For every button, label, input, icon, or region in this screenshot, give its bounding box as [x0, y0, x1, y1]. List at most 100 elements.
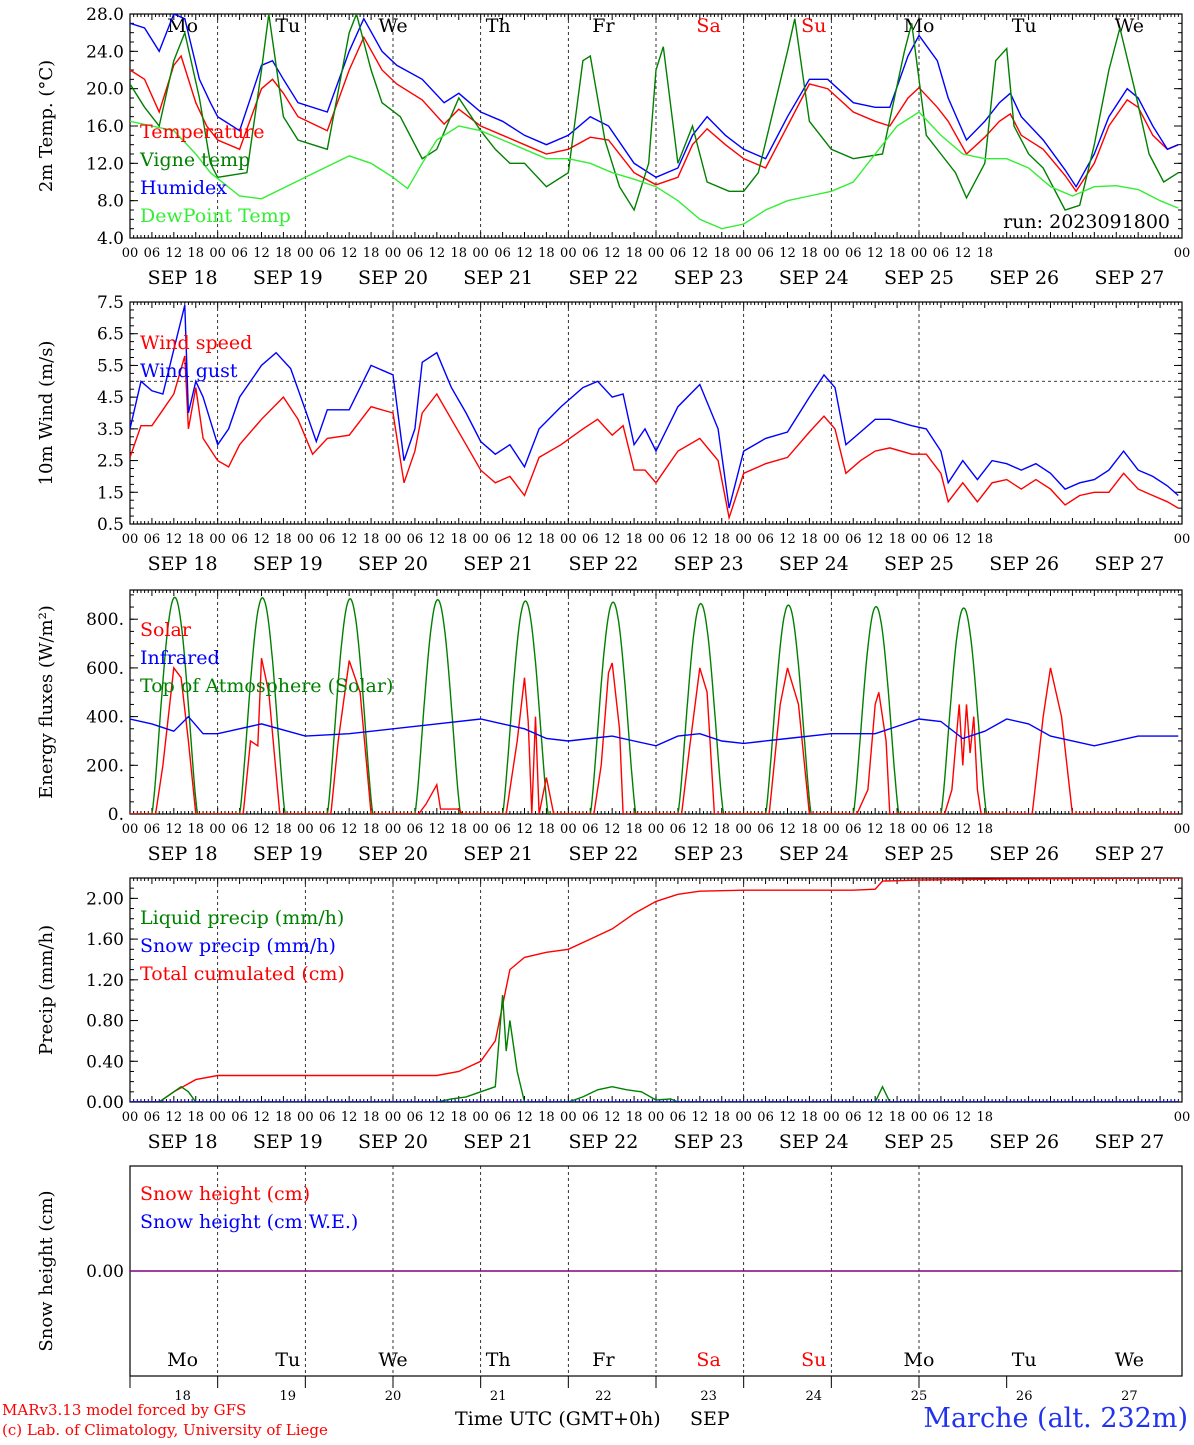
- hour-label: 00: [209, 1110, 226, 1125]
- hour-label: 18: [976, 246, 993, 261]
- hour-label: 00: [385, 532, 402, 547]
- credit-lab: (c) Lab. of Climatology, University of L…: [2, 1421, 328, 1439]
- hour-label: 00: [648, 1110, 665, 1125]
- hour-label: 00: [297, 1110, 314, 1125]
- date-label: SEP 20: [358, 553, 428, 575]
- y-tick-label: 4.0: [97, 229, 124, 249]
- hour-label: 06: [757, 822, 774, 837]
- date-label: SEP 26: [989, 267, 1059, 289]
- hour-label: 00: [560, 246, 577, 261]
- hour-label: 12: [253, 822, 270, 837]
- y-tick-label: 2.5: [97, 452, 124, 472]
- hour-label: 00: [209, 532, 226, 547]
- hour-label: 12: [604, 822, 621, 837]
- hour-label: 00: [648, 246, 665, 261]
- hour-label: 12: [516, 1110, 533, 1125]
- y-tick-label: 7.5: [97, 293, 124, 313]
- hour-label: 18: [450, 532, 467, 547]
- weekday-label: Mo: [904, 15, 935, 37]
- hour-label: 06: [933, 532, 950, 547]
- y-tick-label: 400.: [86, 708, 124, 728]
- weekday-label: We: [378, 1349, 407, 1371]
- hour-label: 06: [494, 1110, 511, 1125]
- hour-label: 00: [385, 822, 402, 837]
- hour-label: 18: [626, 532, 643, 547]
- hour-label: 12: [166, 246, 183, 261]
- date-label: SEP 26: [989, 1131, 1059, 1153]
- y-axis-label: 2m Temp. (°C): [36, 60, 57, 192]
- hour-label: 06: [144, 532, 161, 547]
- date-label: SEP 27: [1094, 553, 1164, 575]
- y-tick-label: 1.60: [86, 930, 124, 950]
- hour-label: 18: [275, 246, 292, 261]
- hour-label: 12: [341, 246, 358, 261]
- y-tick-label: 16.0: [86, 117, 124, 137]
- y-tick-label: 3.5: [97, 420, 124, 440]
- hour-label: 00: [472, 822, 489, 837]
- hour-label: 00: [297, 246, 314, 261]
- hour-label: 06: [757, 532, 774, 547]
- date-label: SEP 20: [358, 267, 428, 289]
- weekday-label: Sa: [696, 1349, 720, 1371]
- hour-label: 00: [911, 1110, 928, 1125]
- hour-label: 00: [122, 246, 139, 261]
- hour-label: 12: [867, 822, 884, 837]
- weekday-label: We: [378, 15, 407, 37]
- date-label: SEP 26: [989, 553, 1059, 575]
- hour-label: 18: [626, 246, 643, 261]
- hour-label: 06: [231, 1110, 248, 1125]
- hour-label: 12: [779, 822, 796, 837]
- hour-label: 06: [845, 822, 862, 837]
- hour-label: 18: [889, 822, 906, 837]
- hour-label: 18: [713, 532, 730, 547]
- hour-label: 06: [144, 1110, 161, 1125]
- hour-label: 12: [604, 532, 621, 547]
- weekday-label: We: [1115, 15, 1144, 37]
- hour-label: 06: [494, 532, 511, 547]
- hour-label: 06: [231, 822, 248, 837]
- date-label: SEP 18: [148, 843, 218, 865]
- run-label: run: 2023091800: [1003, 211, 1170, 233]
- date-label: SEP 21: [463, 843, 533, 865]
- hour-label: 18: [538, 822, 555, 837]
- hour-label: 12: [253, 246, 270, 261]
- hour-label: 00: [560, 1110, 577, 1125]
- hour-label: 00: [911, 532, 928, 547]
- hour-label: 06: [670, 246, 687, 261]
- y-tick-label: 0.00: [86, 1093, 124, 1113]
- hour-label: 06: [933, 246, 950, 261]
- hour-label: 12: [692, 822, 709, 837]
- hour-label: 18: [713, 246, 730, 261]
- date-label: SEP 22: [568, 1131, 638, 1153]
- hour-label: 06: [407, 1110, 424, 1125]
- y-tick-label: 12.0: [86, 154, 124, 174]
- date-label: SEP 24: [779, 553, 849, 575]
- hour-label: 06: [494, 246, 511, 261]
- hour-label: 00: [385, 1110, 402, 1125]
- y-tick-label: 200.: [86, 756, 124, 776]
- hour-label: 18: [713, 1110, 730, 1125]
- legend-entry: Vigne temp: [139, 149, 250, 171]
- weekday-label: Tu: [275, 1349, 300, 1371]
- hour-label: 12: [429, 822, 446, 837]
- panel-4: 0.00 0.40 0.80 1.20 1.60 2.00 Precip (mm/h) 00 0…: [36, 877, 1190, 1153]
- hour-label: 18: [275, 532, 292, 547]
- y-tick-label: 0.5: [97, 515, 124, 535]
- series-total-cumulated-cm-: [130, 878, 1182, 1102]
- date-label: SEP 25: [884, 843, 954, 865]
- date-label: SEP 21: [463, 1131, 533, 1153]
- hour-label: 12: [253, 532, 270, 547]
- series-liquid-precip-mm-h-: [130, 995, 1179, 1102]
- month-label: SEP: [690, 1408, 730, 1430]
- credit-model: MARv3.13 model forced by GFS: [2, 1401, 246, 1419]
- date-label: SEP 26: [989, 843, 1059, 865]
- hour-label: 00: [823, 822, 840, 837]
- hour-label: 18: [187, 822, 204, 837]
- hour-label: 12: [779, 246, 796, 261]
- plot-frame: [129, 589, 1183, 815]
- hour-label: 12: [341, 822, 358, 837]
- date-label: SEP 20: [358, 1131, 428, 1153]
- day-number: 26: [1016, 1389, 1033, 1404]
- weekday-label: Mo: [904, 1349, 935, 1371]
- date-label: SEP 19: [253, 1131, 323, 1153]
